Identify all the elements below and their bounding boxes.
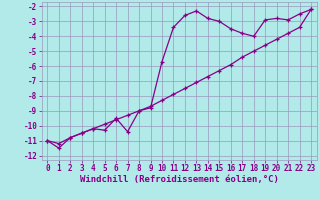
X-axis label: Windchill (Refroidissement éolien,°C): Windchill (Refroidissement éolien,°C) [80, 175, 279, 184]
